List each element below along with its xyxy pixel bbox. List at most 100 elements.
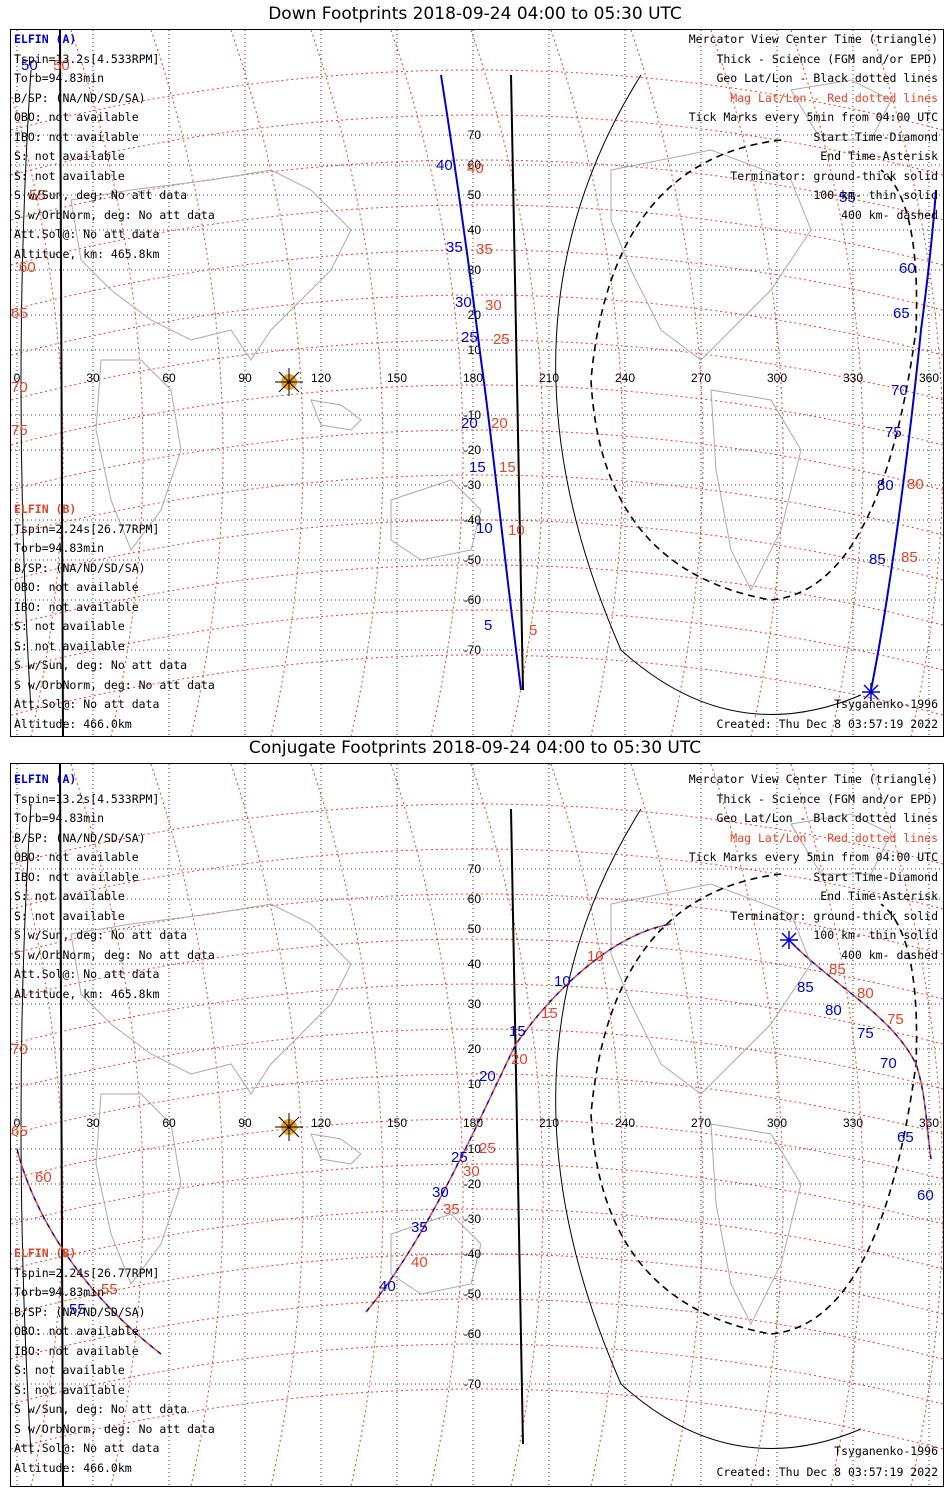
elfin-b-line: OBO: not available xyxy=(14,1324,139,1338)
model-label: Tsyganenko-1996 xyxy=(834,697,938,711)
conj-panel-title: Conjugate Footprints 2018-09-24 04:00 to… xyxy=(248,738,702,758)
elfin-a-line: S: not available xyxy=(14,908,125,923)
tick-label: 60 xyxy=(35,1169,52,1186)
tick-label: 60 xyxy=(917,1187,934,1204)
tick-label: 35 xyxy=(411,1219,428,1236)
tick-label: 40 xyxy=(379,1278,396,1295)
tick-label: 15 xyxy=(499,459,516,476)
legend-item: Start Time-Diamond xyxy=(813,869,938,884)
tick-label: 70 xyxy=(880,1055,897,1072)
tick-label: 15 xyxy=(541,1005,558,1022)
tick-label: 20 xyxy=(491,415,508,432)
tick-label: 40 xyxy=(467,160,484,177)
lon-label: 120 xyxy=(311,1116,331,1130)
elfin-a-line: Tspin=13.2s[4.533RPM] xyxy=(14,791,160,806)
lat-label: 60 xyxy=(468,158,482,172)
elfin-b-line: S: not available xyxy=(14,1363,125,1377)
tick-label: 55 xyxy=(839,189,856,206)
lon-label: 30 xyxy=(86,371,100,385)
tick-label: 70 xyxy=(11,1041,28,1058)
model-label: Tsyganenko-1996 xyxy=(834,1444,938,1458)
legend: Mercator View Center Time (triangle) Thi… xyxy=(689,30,938,225)
tick-label: 65 xyxy=(11,305,28,322)
lon-labels: 0 30 60 90 120 150 180 210 240 270 300 330 360 xyxy=(14,1116,940,1130)
tick-label: 80 xyxy=(857,985,874,1002)
tick-label: 15 xyxy=(469,459,486,476)
conj-footprints-map: 0 30 60 90 120 150 180 210 240 270 300 330 360 70 60 5… xyxy=(10,763,944,1487)
elfin-b-line: S: not available xyxy=(14,638,125,653)
tick-label: 40 xyxy=(436,157,453,174)
elfin-a-line: Torb=94.83min xyxy=(14,811,105,825)
lat-label: -20 xyxy=(464,1177,482,1191)
lon-label: 90 xyxy=(238,1116,252,1130)
tick-label: 75 xyxy=(885,424,902,441)
elfin-b-line: Tspin=2.24s[26.77RPM] xyxy=(14,521,160,536)
lon-label: 120 xyxy=(311,371,331,385)
tick-label: 75 xyxy=(857,1025,874,1042)
elfin-b-line: Altitude: 466.0km xyxy=(14,716,132,731)
elfin-b-line: Altitude: 466.0km xyxy=(14,1460,132,1475)
tick-label: 55 xyxy=(69,1301,86,1318)
elfin-b-line: Att.Sol@: No att data xyxy=(14,1441,160,1455)
elfin-a-line: S w/Sun, deg: No att data xyxy=(14,928,188,942)
elfin-b-line: Tspin=2.24s[26.77RPM] xyxy=(14,1265,160,1280)
footprint-track-a xyxy=(16,923,932,1355)
tick-label: 30 xyxy=(485,297,502,314)
elfin-a-line: S w/OrbNorm, deg: No att data xyxy=(14,947,215,962)
lon-label: 360 xyxy=(919,1116,939,1130)
lon-label: 300 xyxy=(767,1116,787,1130)
lon-label: 60 xyxy=(162,371,176,385)
track-tick-labels: 5040353025201510555606570758085505560657… xyxy=(11,57,924,639)
lat-label: 40 xyxy=(468,957,482,971)
tick-label: 65 xyxy=(897,1129,914,1146)
lat-label: 50 xyxy=(468,922,482,936)
tick-label: 5 xyxy=(484,617,492,634)
tick-label: 85 xyxy=(869,551,886,568)
tick-label: 50 xyxy=(53,57,70,74)
lon-label: 270 xyxy=(691,1116,711,1130)
lon-labels: 0 30 60 90 120 150 180 210 240 270 300 330 360 xyxy=(14,371,940,385)
lat-labels: 70 60 50 40 30 20 10 -10 -20 -30 -40 -50 -60 -70 xyxy=(464,128,482,657)
tick-label: 70 xyxy=(11,379,28,396)
elfin-a-info: ELFIN (A) Tspin=13.2s[4.533RPM] Torb=94.… xyxy=(14,770,215,1004)
legend-item: 400 km- dashed xyxy=(841,947,938,962)
legend-item: 100 km- thin solid xyxy=(813,188,938,202)
lat-label: 70 xyxy=(468,128,482,142)
lon-label: 30 xyxy=(86,1116,100,1130)
elfin-b-line: S: not available xyxy=(14,619,125,633)
lat-label: -30 xyxy=(464,478,482,492)
lat-labels: 70 60 50 40 30 20 10 -10 -20 -30 -40 -50 -60 -70 xyxy=(464,862,482,1391)
conj-map-svg: 0 30 60 90 120 150 180 210 240 270 300 330 360 70 60 5… xyxy=(11,764,943,1486)
elfin-a-line: OBO: not available xyxy=(14,110,139,124)
lon-label: 180 xyxy=(463,1116,483,1130)
footprint-track-a xyxy=(440,74,937,701)
tick-label: 55 xyxy=(29,187,46,204)
lat-label: 50 xyxy=(468,188,482,202)
elfin-a-line: B/SP: (NA/ND/SD/SA) xyxy=(14,90,146,105)
legend-item: End Time-Asterisk xyxy=(820,149,938,163)
lon-label: 0 xyxy=(14,1116,21,1130)
lon-label: 210 xyxy=(539,371,559,385)
elfin-a-line: Altitude, km: 465.8km xyxy=(14,986,160,1001)
lat-label: -60 xyxy=(464,1327,482,1341)
tick-label: 35 xyxy=(446,239,463,256)
lat-label: -10 xyxy=(464,408,482,422)
elfin-b-line: IBO: not available xyxy=(14,1343,139,1358)
elfin-b-line: B/SP: (NA/ND/SD/SA) xyxy=(14,1304,146,1319)
lon-label: 60 xyxy=(162,1116,176,1130)
elfin-a-line: Att.Sol@: No att data xyxy=(14,227,160,241)
lon-label: 330 xyxy=(843,371,863,385)
tick-label: 10 xyxy=(508,522,525,539)
lat-label: -70 xyxy=(464,643,482,657)
tick-label: 70 xyxy=(891,382,908,399)
tick-label: 85 xyxy=(901,549,918,566)
elfin-b-line: S w/OrbNorm, deg: No att data xyxy=(14,677,215,692)
legend-item: Mercator View Center Time (triangle) xyxy=(688,772,938,786)
coastlines xyxy=(70,79,892,592)
tick-label: 25 xyxy=(493,331,510,348)
lat-label: 30 xyxy=(468,263,482,277)
tick-label: 35 xyxy=(476,241,493,258)
tick-label: 50 xyxy=(21,57,38,74)
lon-label: 0 xyxy=(14,371,21,385)
elfin-a-line: Tspin=13.2s[4.533RPM] xyxy=(14,51,160,66)
